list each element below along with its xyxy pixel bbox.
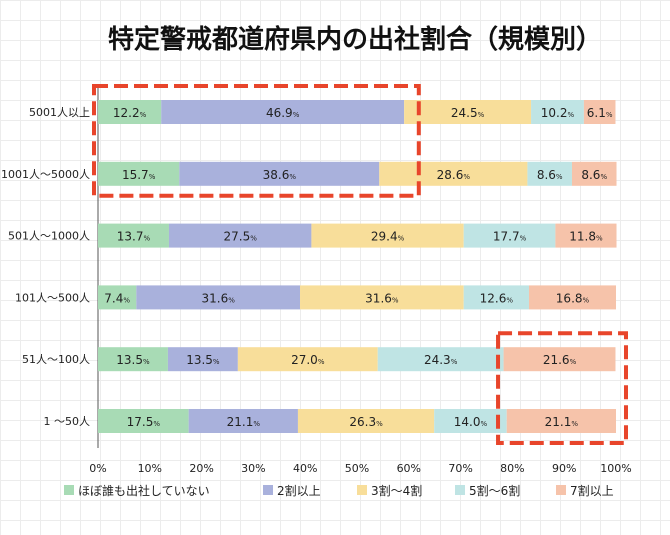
data-label: 21.1% [227, 415, 261, 429]
plot-area: 0% 10% 20% 30% 40% 50% 60% 70% 80% 90% 100% 5001人以上… [1, 88, 632, 475]
data-label: 31.6% [201, 291, 235, 305]
data-label: 10.2% [541, 106, 575, 120]
bar-segment [571, 161, 617, 186]
x-tick-label: 80% [500, 462, 524, 475]
legend-label: ほぼ誰も出社していない [78, 483, 210, 498]
data-label: 6.1% [587, 106, 613, 120]
data-label: 13.7% [117, 230, 151, 244]
bar-segment [583, 100, 616, 124]
legend-swatch [556, 485, 566, 495]
data-label: 11.8% [569, 230, 603, 244]
data-label: 38.6% [263, 168, 297, 182]
bar-segment [527, 161, 572, 186]
category-label: 501人～1000人 [8, 230, 90, 243]
legend-label: 3割～4割 [371, 483, 422, 498]
bar-segment [98, 223, 169, 248]
data-label: 21.1% [545, 415, 579, 429]
bar-segment [377, 347, 504, 372]
x-tick-label: 0% [89, 462, 106, 475]
legend: ほぼ誰も出社していない 2割以上 3割～4割 5割～6割 7割以上 [64, 483, 614, 498]
x-tick-label: 70% [448, 462, 472, 475]
data-label: 12.2% [113, 106, 147, 120]
bar-segment [531, 100, 584, 124]
data-label: 31.6% [365, 291, 399, 305]
x-tick-label: 60% [397, 462, 421, 475]
data-label: 7.4% [104, 291, 130, 305]
data-label: 8.6% [581, 168, 607, 182]
bar-segment [167, 347, 238, 372]
data-label: 24.3% [424, 353, 458, 367]
bar-segment [506, 409, 616, 433]
category-label: 1 ～50人 [44, 415, 91, 428]
legend-swatch [455, 485, 465, 495]
bar-segment [179, 161, 380, 186]
data-label: 13.5% [186, 353, 220, 367]
data-label: 24.5% [451, 106, 485, 120]
legend-label: 5割～6割 [469, 483, 520, 498]
x-tick-label: 100% [600, 462, 631, 475]
bar-segment [528, 285, 616, 310]
x-tick-label: 90% [552, 462, 576, 475]
legend-label: 7割以上 [570, 483, 614, 498]
data-label: 16.8% [556, 291, 590, 305]
highlight-boxes [92, 84, 629, 446]
chart-title: 特定警戒都道府県内の出社割合（規模別） [108, 24, 602, 55]
bar-segment [237, 347, 378, 372]
bar-segment [463, 285, 529, 310]
data-label: 17.5% [127, 415, 161, 429]
x-tick-label: 30% [241, 462, 265, 475]
x-tick-label: 20% [189, 462, 213, 475]
bar-segment [297, 409, 435, 433]
legend-swatch [64, 485, 74, 495]
bar-segment [503, 347, 616, 372]
data-label: 21.6% [543, 353, 577, 367]
data-label: 46.9% [266, 106, 300, 120]
bar-segment [98, 100, 162, 124]
bar-segment [404, 100, 532, 124]
data-label: 17.7% [493, 230, 527, 244]
bar-segment [188, 409, 298, 433]
bar-segment [98, 409, 189, 433]
bar-segment [311, 223, 464, 248]
legend-swatch [357, 485, 367, 495]
data-label: 27.0% [291, 353, 325, 367]
data-label: 26.3% [349, 415, 383, 429]
bar-segment [161, 100, 405, 124]
highlight-box [496, 331, 629, 446]
bar-segment [555, 223, 617, 248]
data-label: 27.5% [224, 230, 258, 244]
legend-label: 2割以上 [277, 483, 321, 498]
data-label: 14.0% [454, 415, 488, 429]
data-label: 29.4% [371, 230, 405, 244]
data-label: 13.5% [116, 353, 150, 367]
x-tick-label: 50% [345, 462, 369, 475]
category-label: 5001人以上 [29, 106, 90, 119]
data-label: 8.6% [537, 168, 563, 182]
bar-segment [98, 347, 168, 372]
data-label: 15.7% [122, 168, 156, 182]
bar-segment [379, 161, 528, 186]
bar-segment [98, 285, 137, 310]
x-tick-label: 10% [138, 462, 162, 475]
x-tick-label: 40% [293, 462, 317, 475]
bar-segment [136, 285, 301, 310]
bar-segment [98, 161, 180, 186]
bar-segment [463, 223, 556, 248]
category-label: 51人～100人 [22, 353, 90, 366]
category-label: 101人～500人 [15, 291, 90, 304]
highlight-box [92, 84, 421, 198]
bar-segment [168, 223, 312, 248]
legend-swatch [263, 485, 273, 495]
data-label: 28.6% [437, 168, 471, 182]
category-label: 1001人～5000人 [1, 168, 90, 181]
bar-segment [434, 409, 507, 433]
data-label: 12.6% [480, 291, 514, 305]
bar-segment [300, 285, 464, 310]
